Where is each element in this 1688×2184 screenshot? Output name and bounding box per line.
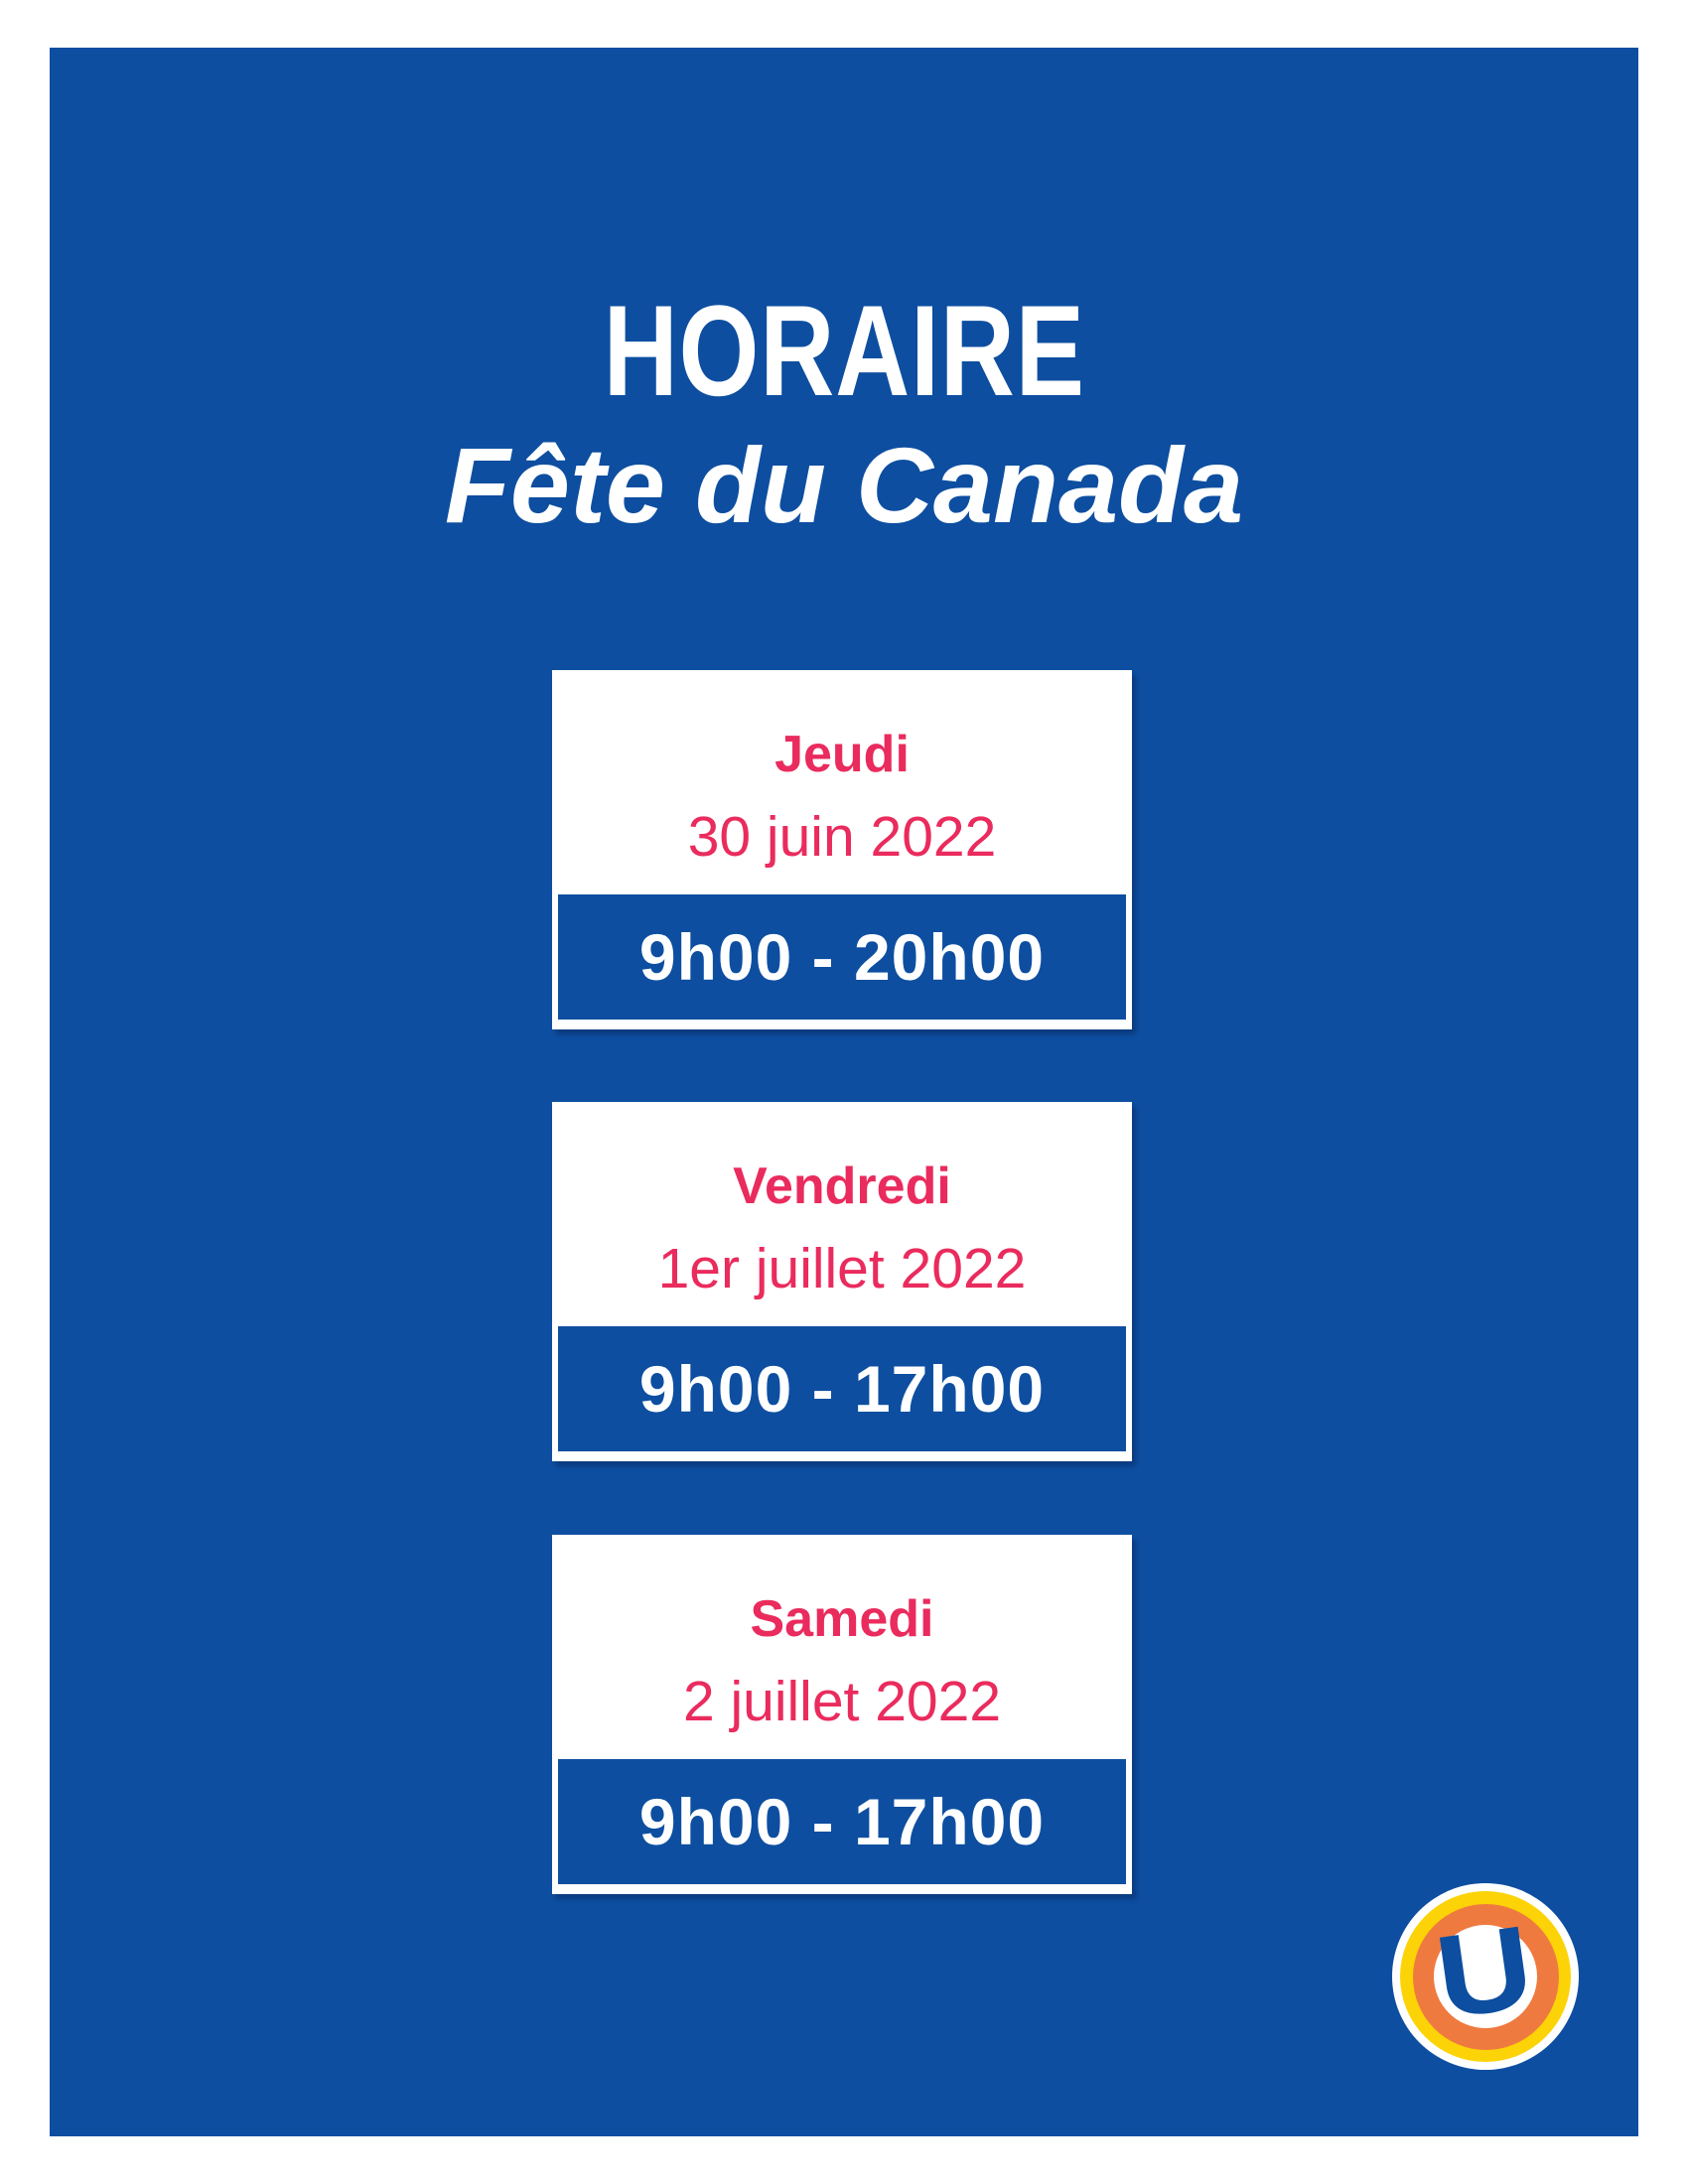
schedule-card-saturday: Samedi 2 juillet 2022 9h00 - 17h00 — [552, 1535, 1132, 1894]
day-label: Samedi — [750, 1590, 934, 1648]
hours-banner: 9h00 - 17h00 — [558, 1759, 1126, 1884]
hours-label: 9h00 - 17h00 — [638, 1352, 1046, 1426]
poster-title-text: HORAIRE — [603, 278, 1085, 423]
date-label: 2 juillet 2022 — [682, 1670, 1002, 1733]
schedule-card-friday: Vendredi 1er juillet 2022 9h00 - 17h00 — [552, 1102, 1132, 1461]
logo-u-letter: U — [1428, 1901, 1541, 2045]
date-label: 30 juin 2022 — [687, 805, 997, 869]
hours-banner: 9h00 - 20h00 — [558, 894, 1126, 1020]
day-label: Vendredi — [733, 1158, 951, 1215]
hours-label: 9h00 - 20h00 — [638, 920, 1046, 994]
hours-banner: 9h00 - 17h00 — [558, 1326, 1126, 1451]
logo-white-disc: U — [1429, 1901, 1541, 2044]
uniprix-logo: U — [1392, 1883, 1579, 2070]
poster-subtitle: Fête du Canada — [444, 425, 1244, 545]
hours-label: 9h00 - 17h00 — [638, 1785, 1046, 1858]
poster-title: HORAIRE — [0, 286, 1688, 415]
logo-orange-ring: U — [1412, 1901, 1559, 2050]
schedule-card-thursday: Jeudi 30 juin 2022 9h00 - 20h00 — [552, 670, 1132, 1029]
day-label: Jeudi — [774, 726, 910, 783]
date-label: 1er juillet 2022 — [657, 1237, 1027, 1300]
logo-yellow-ring: U — [1400, 1891, 1571, 2062]
